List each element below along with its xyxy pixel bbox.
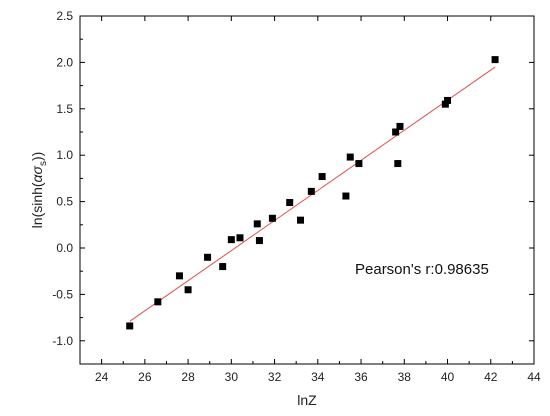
y-label-subscript: s (38, 161, 49, 166)
x-axis-label: lnZ (297, 392, 317, 408)
y-tick-label: -1.0 (52, 334, 73, 348)
tick-labels: 24 26 28 30 32 34 36 38 40 42 44 -1.0 -0.5 0.0 0.5 1.0 1… (52, 9, 541, 384)
x-tick-label: 36 (354, 370, 368, 384)
data-point (444, 96, 452, 104)
data-point (297, 216, 305, 224)
x-tick-label: 44 (527, 370, 541, 384)
data-point (253, 220, 261, 228)
x-tick-label: 42 (484, 370, 498, 384)
x-tick-label: 38 (398, 370, 412, 384)
y-tick-label: 0.5 (56, 195, 73, 209)
data-point (394, 160, 402, 168)
y-tick-label: 1.5 (56, 102, 73, 116)
data-point (227, 236, 235, 244)
data-point (441, 100, 449, 108)
x-tick-label: 30 (225, 370, 239, 384)
y-label-suffix: )) (29, 152, 45, 161)
y-tick-label: 2.5 (56, 9, 73, 23)
x-tick-label: 28 (181, 370, 195, 384)
data-point (184, 286, 192, 294)
y-tick-label: -0.5 (52, 287, 73, 301)
data-point (175, 272, 183, 280)
data-point (355, 160, 363, 168)
data-point (286, 199, 294, 207)
data-point (255, 237, 263, 245)
data-point (219, 263, 227, 271)
data-point (204, 253, 212, 261)
x-tick-label: 34 (311, 370, 325, 384)
data-point (154, 298, 162, 306)
data-points (126, 56, 499, 330)
pearson-annotation: Pearson's r:0.98635 (355, 261, 489, 278)
axis-ticks (80, 15, 535, 364)
data-point (307, 187, 315, 195)
data-point (346, 153, 354, 161)
data-point (318, 173, 326, 181)
data-point (491, 56, 499, 64)
y-label-greek: ασ (29, 165, 45, 182)
x-tick-label: 24 (95, 370, 109, 384)
plot-frame (79, 15, 535, 365)
y-tick-label: 1.0 (56, 148, 73, 162)
y-tick-label: 0.0 (56, 241, 73, 255)
y-label-prefix: ln(sinh( (29, 182, 45, 228)
x-tick-label: 40 (441, 370, 455, 384)
data-point (126, 322, 134, 330)
data-point (396, 122, 404, 130)
x-tick-label: 26 (138, 370, 152, 384)
data-point (392, 128, 400, 136)
y-tick-label: 2.0 (56, 55, 73, 69)
x-tick-label: 32 (268, 370, 282, 384)
data-point (342, 192, 350, 200)
data-point (268, 214, 276, 222)
data-point (236, 234, 244, 242)
y-axis-label: ln(sinh(ασs)) (29, 152, 49, 229)
